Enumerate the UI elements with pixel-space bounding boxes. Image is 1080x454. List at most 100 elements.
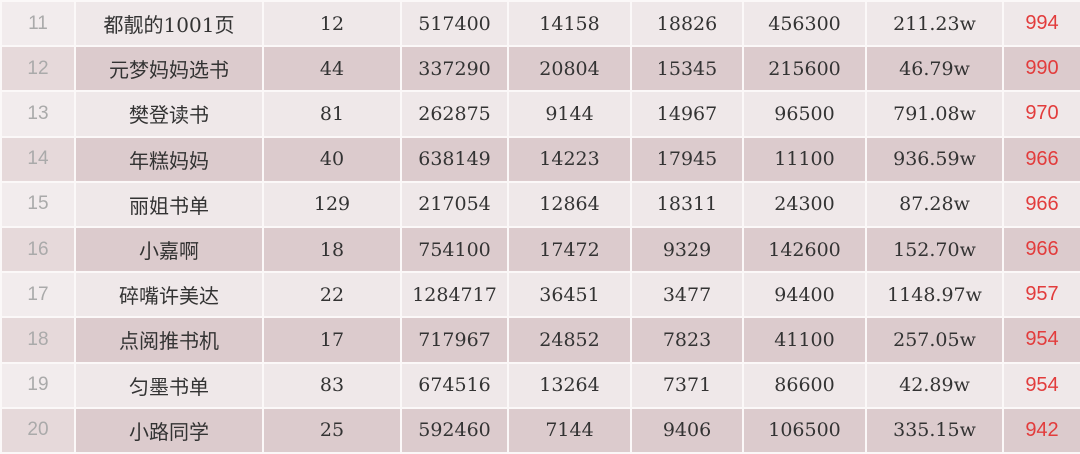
col-5-cell: 14223	[507, 135, 632, 183]
col-3-cell: 129	[262, 180, 402, 228]
rank-cell: 17	[0, 271, 76, 319]
score-cell: 966	[1002, 135, 1080, 183]
col-7-cell: 96500	[742, 90, 867, 138]
table-row: 19 匀墨书单 83 674516 13264 7371 86600 42.89w 954	[0, 361, 1080, 409]
col-7-cell: 41100	[742, 316, 867, 364]
table-row: 12 元梦妈妈选书 44 337290 20804 15345 215600 46.79w 99…	[0, 45, 1080, 93]
col-3-cell: 25	[262, 406, 402, 454]
col-8-cell: 211.23w	[865, 0, 1004, 48]
col-3-cell: 22	[262, 271, 402, 319]
col-5-cell: 20804	[507, 45, 632, 93]
score-cell: 994	[1002, 0, 1080, 48]
col-7-cell: 215600	[742, 45, 867, 93]
col-6-cell: 7371	[630, 361, 744, 409]
col-3-cell: 12	[262, 0, 402, 48]
rank-cell: 19	[0, 361, 76, 409]
col-4-cell: 517400	[400, 0, 509, 48]
col-8-cell: 257.05w	[865, 316, 1004, 364]
col-6-cell: 18311	[630, 180, 744, 228]
col-8-cell: 42.89w	[865, 361, 1004, 409]
col-5-cell: 14158	[507, 0, 632, 48]
rank-cell: 14	[0, 135, 76, 183]
col-6-cell: 15345	[630, 45, 744, 93]
col-7-cell: 106500	[742, 406, 867, 454]
col-3-cell: 83	[262, 361, 402, 409]
table-row: 11 都靓的1001页 12 517400 14158 18826 456300 211.23…	[0, 0, 1080, 48]
col-4-cell: 717967	[400, 316, 509, 364]
account-name-cell: 碎嘴许美达	[74, 271, 264, 319]
col-3-cell: 17	[262, 316, 402, 364]
table-row: 18 点阅推书机 17 717967 24852 7823 41100 257.05w 954	[0, 316, 1080, 364]
rank-cell: 18	[0, 316, 76, 364]
col-4-cell: 674516	[400, 361, 509, 409]
col-6-cell: 9406	[630, 406, 744, 454]
col-8-cell: 791.08w	[865, 90, 1004, 138]
table-row: 15 丽姐书单 129 217054 12864 18311 24300 87.28w 966	[0, 180, 1080, 228]
col-5-cell: 13264	[507, 361, 632, 409]
col-8-cell: 152.70w	[865, 225, 1004, 274]
rank-cell: 20	[0, 406, 76, 454]
col-7-cell: 94400	[742, 271, 867, 319]
col-8-cell: 936.59w	[865, 135, 1004, 183]
col-5-cell: 36451	[507, 271, 632, 319]
score-cell: 966	[1002, 180, 1080, 228]
col-6-cell: 7823	[630, 316, 744, 364]
col-7-cell: 456300	[742, 0, 867, 48]
col-4-cell: 754100	[400, 225, 509, 274]
rank-cell: 12	[0, 45, 76, 93]
col-6-cell: 17945	[630, 135, 744, 183]
account-name-cell: 都靓的1001页	[74, 0, 264, 48]
col-4-cell: 337290	[400, 45, 509, 93]
col-5-cell: 12864	[507, 180, 632, 228]
table-row: 17 碎嘴许美达 22 1284717 36451 3477 94400 1148.97w 95…	[0, 271, 1080, 319]
rank-cell: 15	[0, 180, 76, 228]
score-cell: 957	[1002, 271, 1080, 319]
score-cell: 954	[1002, 361, 1080, 409]
account-name-cell: 樊登读书	[74, 90, 264, 138]
col-3-cell: 44	[262, 45, 402, 93]
rank-cell: 13	[0, 90, 76, 138]
col-4-cell: 592460	[400, 406, 509, 454]
rank-cell: 11	[0, 0, 76, 48]
table-row: 20 小路同学 25 592460 7144 9406 106500 335.15w 942	[0, 406, 1080, 454]
account-name-cell: 丽姐书单	[74, 180, 264, 228]
col-5-cell: 7144	[507, 406, 632, 454]
rank-cell: 16	[0, 225, 76, 274]
score-cell: 990	[1002, 45, 1080, 93]
col-4-cell: 217054	[400, 180, 509, 228]
col-7-cell: 11100	[742, 135, 867, 183]
score-cell: 966	[1002, 225, 1080, 274]
account-name-cell: 元梦妈妈选书	[74, 45, 264, 93]
account-name-cell: 点阅推书机	[74, 316, 264, 364]
col-5-cell: 24852	[507, 316, 632, 364]
col-6-cell: 9329	[630, 225, 744, 274]
score-cell: 954	[1002, 316, 1080, 364]
account-name-cell: 年糕妈妈	[74, 135, 264, 183]
col-6-cell: 14967	[630, 90, 744, 138]
col-6-cell: 3477	[630, 271, 744, 319]
table-row: 16 小嘉啊 18 754100 17472 9329 142600 152.70w 966	[0, 225, 1080, 274]
col-8-cell: 335.15w	[865, 406, 1004, 454]
col-8-cell: 87.28w	[865, 180, 1004, 228]
col-5-cell: 9144	[507, 90, 632, 138]
account-name-cell: 小嘉啊	[74, 225, 264, 274]
col-6-cell: 18826	[630, 0, 744, 48]
col-5-cell: 17472	[507, 225, 632, 274]
col-4-cell: 1284717	[400, 271, 509, 319]
col-4-cell: 638149	[400, 135, 509, 183]
table-row: 13 樊登读书 81 262875 9144 14967 96500 791.08w 970	[0, 90, 1080, 138]
account-name-cell: 匀墨书单	[74, 361, 264, 409]
col-8-cell: 1148.97w	[865, 271, 1004, 319]
col-7-cell: 24300	[742, 180, 867, 228]
score-cell: 942	[1002, 406, 1080, 454]
table-row: 14 年糕妈妈 40 638149 14223 17945 11100 936.59w 966	[0, 135, 1080, 183]
col-4-cell: 262875	[400, 90, 509, 138]
col-3-cell: 81	[262, 90, 402, 138]
score-cell: 970	[1002, 90, 1080, 138]
account-name-cell: 小路同学	[74, 406, 264, 454]
col-7-cell: 86600	[742, 361, 867, 409]
col-3-cell: 18	[262, 225, 402, 274]
col-8-cell: 46.79w	[865, 45, 1004, 93]
col-7-cell: 142600	[742, 225, 867, 274]
